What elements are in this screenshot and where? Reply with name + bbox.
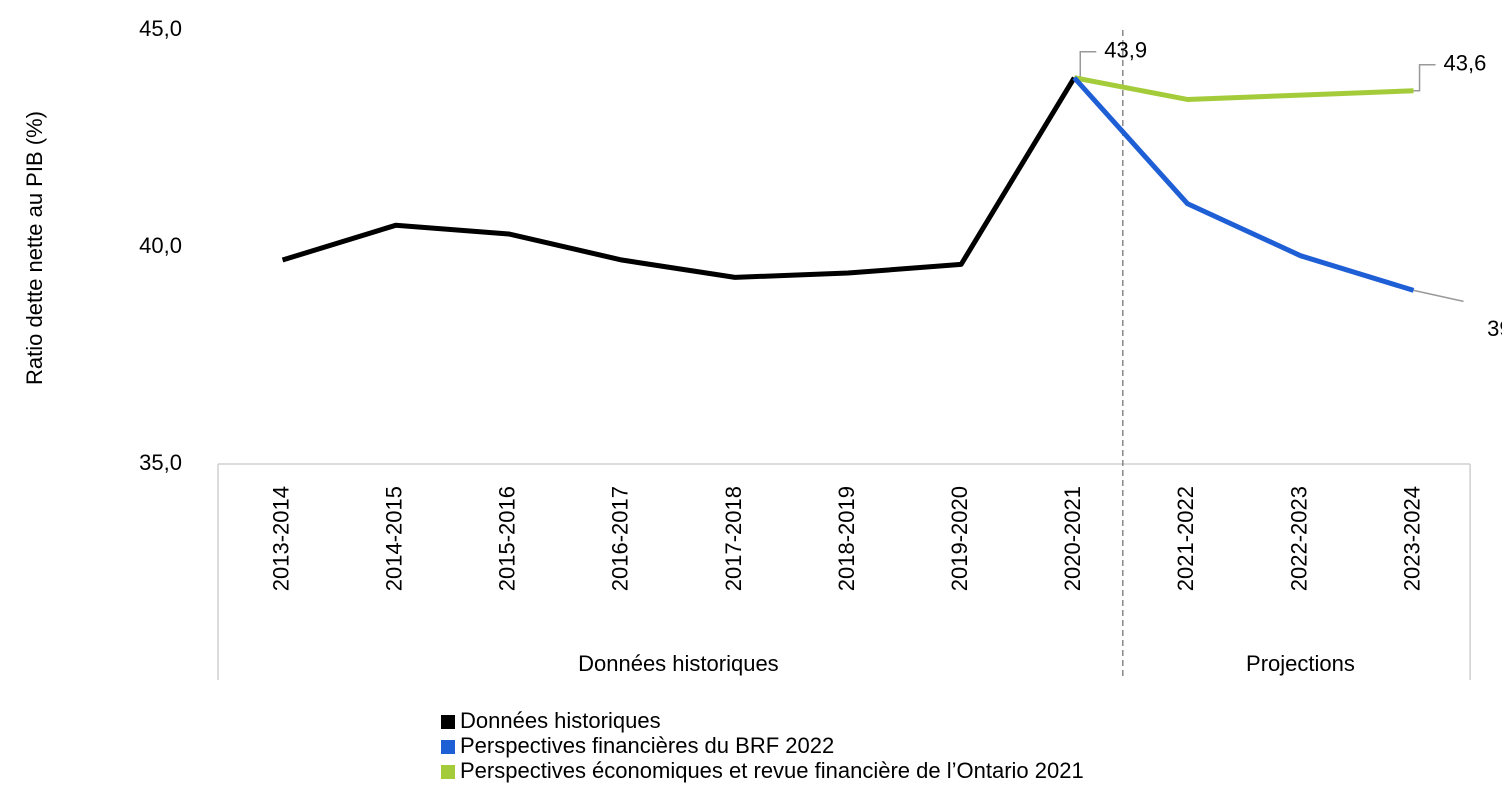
series-line — [1073, 75, 1414, 102]
legend-swatch — [441, 765, 455, 779]
y-tick-label: 40,0 — [139, 233, 182, 258]
series-line — [1072, 76, 1415, 293]
legend-label: Perspectives financières du BRF 2022 — [460, 733, 834, 758]
x-tick-label: 2022-2023 — [1286, 486, 1311, 591]
x-tick-label: 2016-2017 — [608, 486, 633, 591]
x-group-label: Données historiques — [578, 651, 779, 676]
data-label: 43,9 — [1104, 38, 1147, 63]
legend-swatch — [441, 740, 455, 754]
series-line — [281, 76, 1077, 280]
label-leader — [1074, 50, 1097, 79]
label-leader — [1413, 64, 1436, 92]
x-tick-label: 2020-2021 — [1060, 486, 1085, 591]
data-label: 43,6 — [1444, 51, 1487, 76]
x-tick-label: 2019-2020 — [947, 486, 972, 591]
legend-label: Perspectives économiques et revue financ… — [460, 758, 1084, 783]
x-tick-label: 2014-2015 — [381, 486, 406, 591]
legend-label: Données historiques — [460, 708, 661, 733]
y-tick-label: 35,0 — [139, 450, 182, 475]
x-group-label: Projections — [1246, 651, 1355, 676]
label-leader — [1413, 289, 1464, 303]
y-axis-label: Ratio dette nette au PIB (%) — [22, 111, 47, 385]
x-tick-label: 2017-2018 — [721, 486, 746, 591]
x-tick-label: 2023-2024 — [1399, 486, 1424, 591]
x-tick-label: 2013-2014 — [268, 486, 293, 591]
y-tick-label: 45,0 — [139, 16, 182, 41]
data-label: 39,0 — [1487, 316, 1502, 341]
x-tick-label: 2015-2016 — [495, 486, 520, 591]
legend-swatch — [441, 715, 455, 729]
x-tick-label: 2021-2022 — [1173, 486, 1198, 591]
x-tick-label: 2018-2019 — [834, 486, 859, 591]
